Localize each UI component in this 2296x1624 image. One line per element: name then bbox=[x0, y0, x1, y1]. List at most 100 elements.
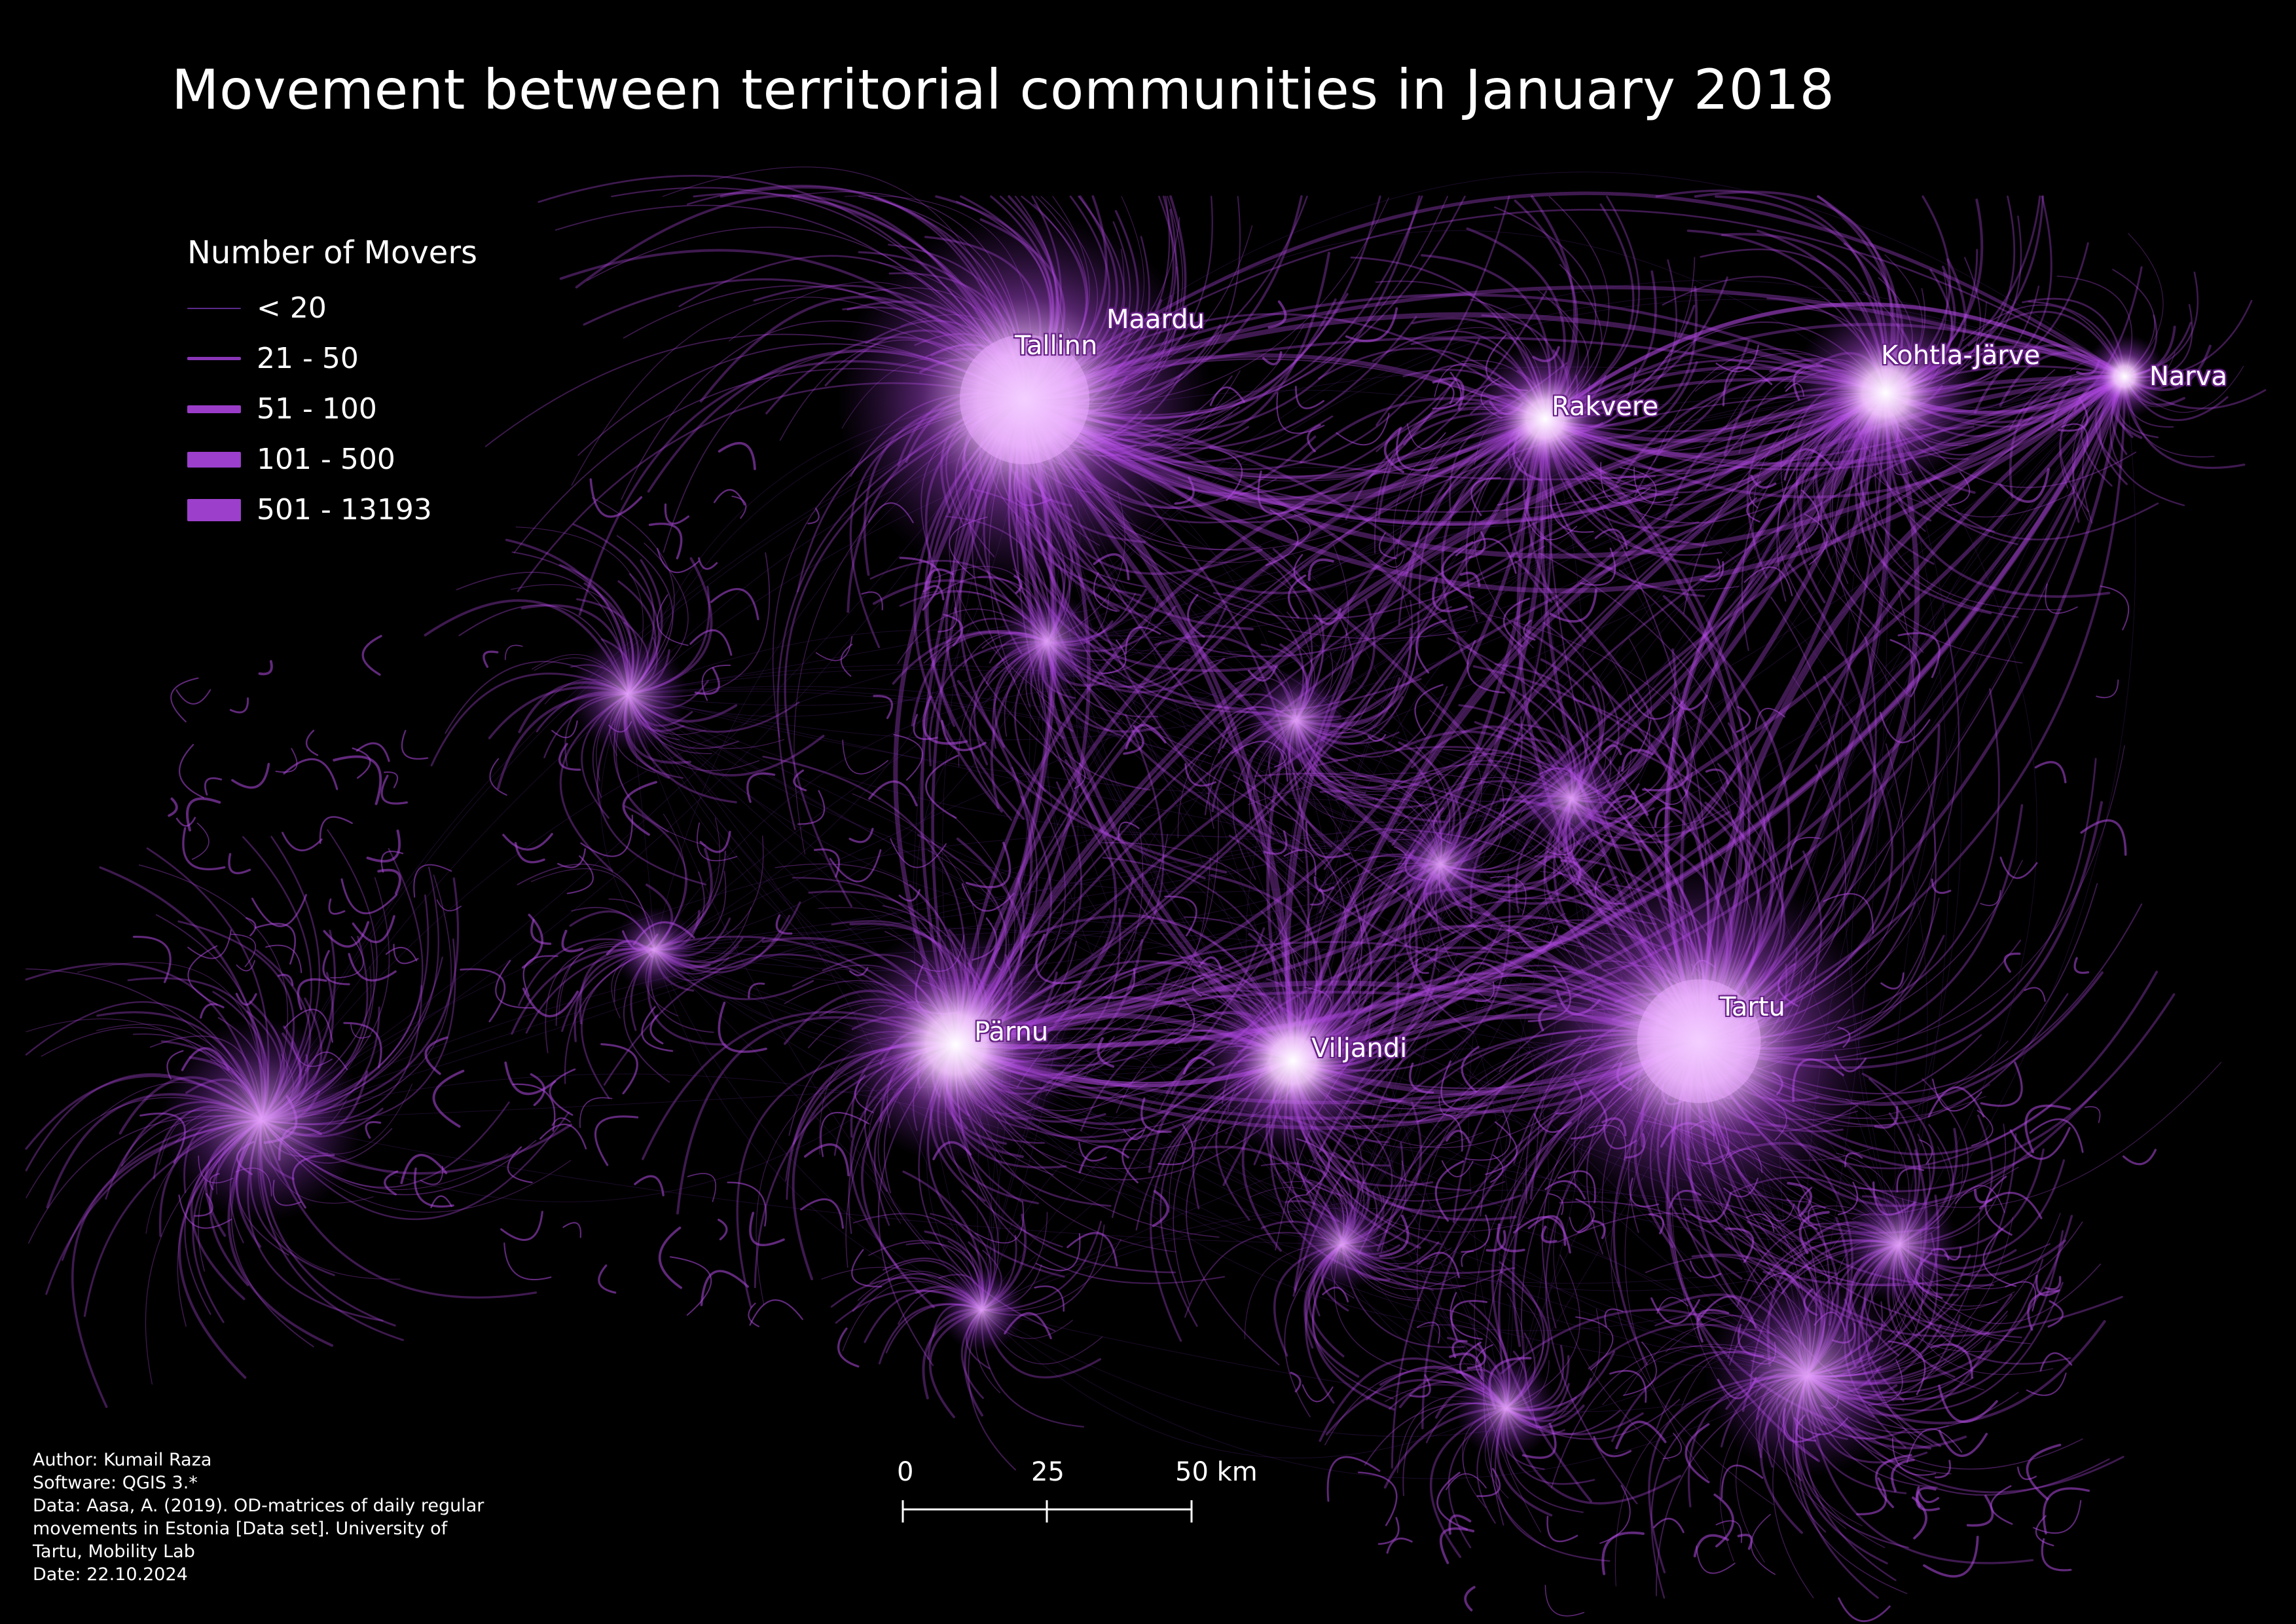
flow-line bbox=[1024, 399, 1808, 1376]
hub-glow bbox=[939, 1267, 1025, 1352]
flow-line bbox=[1326, 1456, 1381, 1502]
flow-line bbox=[489, 758, 507, 796]
legend-item: 501 - 13193 bbox=[187, 485, 477, 535]
flow-line bbox=[2058, 396, 2088, 432]
flow-line bbox=[187, 929, 232, 959]
flow-line bbox=[261, 1119, 1343, 1245]
flow-line bbox=[1125, 626, 1161, 655]
flow-line bbox=[1656, 1297, 1688, 1314]
flow-line bbox=[851, 1249, 883, 1287]
flow-line bbox=[1543, 302, 2126, 421]
flow-line bbox=[1047, 641, 1441, 865]
flow-line bbox=[1746, 1213, 1775, 1232]
flow-line bbox=[282, 832, 323, 851]
flow-line bbox=[654, 376, 2125, 950]
flow-line bbox=[420, 1166, 443, 1185]
flow-line bbox=[698, 557, 718, 570]
flow-line bbox=[182, 827, 226, 871]
flow-line bbox=[1296, 392, 1886, 721]
flow-line bbox=[561, 929, 584, 953]
flow-line bbox=[1093, 572, 1118, 612]
flow-line bbox=[1290, 1371, 1302, 1393]
flow-line bbox=[1599, 1485, 1631, 1544]
flow-line bbox=[1267, 300, 1287, 329]
flow-line bbox=[2003, 952, 2021, 973]
flow-line bbox=[1290, 416, 1548, 1063]
flow-line bbox=[1396, 428, 1438, 471]
flow-line bbox=[1918, 1491, 1940, 1504]
flow-line bbox=[1838, 1597, 1891, 1623]
flow-line bbox=[1891, 1437, 1937, 1476]
flow-line bbox=[2033, 1500, 2082, 1534]
flow-line bbox=[1798, 1211, 1830, 1255]
flow-line bbox=[861, 591, 883, 611]
flow-line bbox=[1440, 376, 2125, 865]
flow-line bbox=[1560, 859, 1582, 885]
flow-line bbox=[436, 899, 462, 912]
flow-line bbox=[793, 769, 807, 792]
flow-line bbox=[1693, 1534, 1729, 1558]
flow-line bbox=[1704, 558, 1721, 578]
flow-line bbox=[1764, 1203, 1795, 1222]
flow-line bbox=[1662, 1432, 1682, 1460]
flow-line bbox=[1432, 377, 1465, 410]
flow-line bbox=[837, 1327, 860, 1368]
hub-core bbox=[1637, 979, 1761, 1103]
hub-glow bbox=[996, 591, 1099, 693]
flow-line bbox=[514, 841, 545, 864]
flow-line bbox=[1591, 1219, 1606, 1240]
flow-line bbox=[953, 390, 1888, 1047]
flow-line bbox=[1047, 418, 1546, 642]
flow-line bbox=[1465, 1109, 1511, 1161]
flow-line bbox=[1198, 956, 1223, 972]
flow-line bbox=[1416, 1321, 1440, 1344]
flow-line bbox=[1629, 694, 1684, 720]
flow-line bbox=[1292, 392, 1887, 1062]
flow-line bbox=[1755, 707, 1785, 729]
flow-line bbox=[687, 1173, 716, 1202]
flow-line bbox=[1044, 641, 1343, 1245]
flow-line bbox=[352, 747, 371, 779]
flow-line bbox=[1505, 376, 2125, 1409]
flow-line bbox=[1669, 692, 1708, 711]
flow-line bbox=[1140, 1097, 1172, 1134]
flow-line bbox=[1906, 1428, 1963, 1464]
flow-line bbox=[1247, 666, 1277, 682]
flow-line bbox=[1292, 392, 1886, 1061]
flow-line bbox=[807, 507, 820, 525]
flow-line bbox=[432, 1069, 465, 1128]
flow-line bbox=[1078, 1141, 1107, 1162]
flow-line bbox=[955, 418, 1546, 1046]
flow-line bbox=[1700, 561, 1724, 583]
flow-line bbox=[166, 1050, 184, 1080]
flow-line bbox=[594, 1115, 639, 1166]
flow-line bbox=[254, 923, 297, 965]
flow-line bbox=[1544, 1180, 1586, 1200]
flow-line bbox=[654, 949, 983, 1310]
flow-line bbox=[2009, 1126, 2071, 1160]
flow-line bbox=[649, 1014, 664, 1044]
flow-line bbox=[1434, 363, 1487, 397]
credit-line: movements in Estonia [Data set]. Univers… bbox=[33, 1519, 448, 1539]
flow-line bbox=[1074, 762, 1086, 789]
flow-line bbox=[175, 817, 196, 827]
flow-line bbox=[924, 568, 954, 589]
hub-glow bbox=[2082, 334, 2167, 419]
flow-line bbox=[558, 743, 581, 771]
flow-line bbox=[275, 748, 298, 773]
flow-line bbox=[1715, 1520, 1743, 1543]
flow-line bbox=[922, 585, 945, 600]
legend-label: < 20 bbox=[257, 291, 327, 325]
flow-line bbox=[424, 1036, 448, 1075]
flow-line bbox=[654, 641, 1048, 950]
flow-line bbox=[654, 798, 1572, 1066]
flow-line bbox=[1441, 1160, 1474, 1177]
flow-line bbox=[1292, 376, 2125, 1061]
flow-line bbox=[1897, 632, 1941, 678]
flow-line bbox=[231, 762, 270, 789]
flow-line bbox=[1440, 392, 1886, 865]
flow-line bbox=[1749, 481, 1761, 509]
flow-line bbox=[628, 693, 983, 1310]
flow-line bbox=[2041, 1538, 2072, 1572]
flow-line bbox=[1455, 538, 1517, 574]
